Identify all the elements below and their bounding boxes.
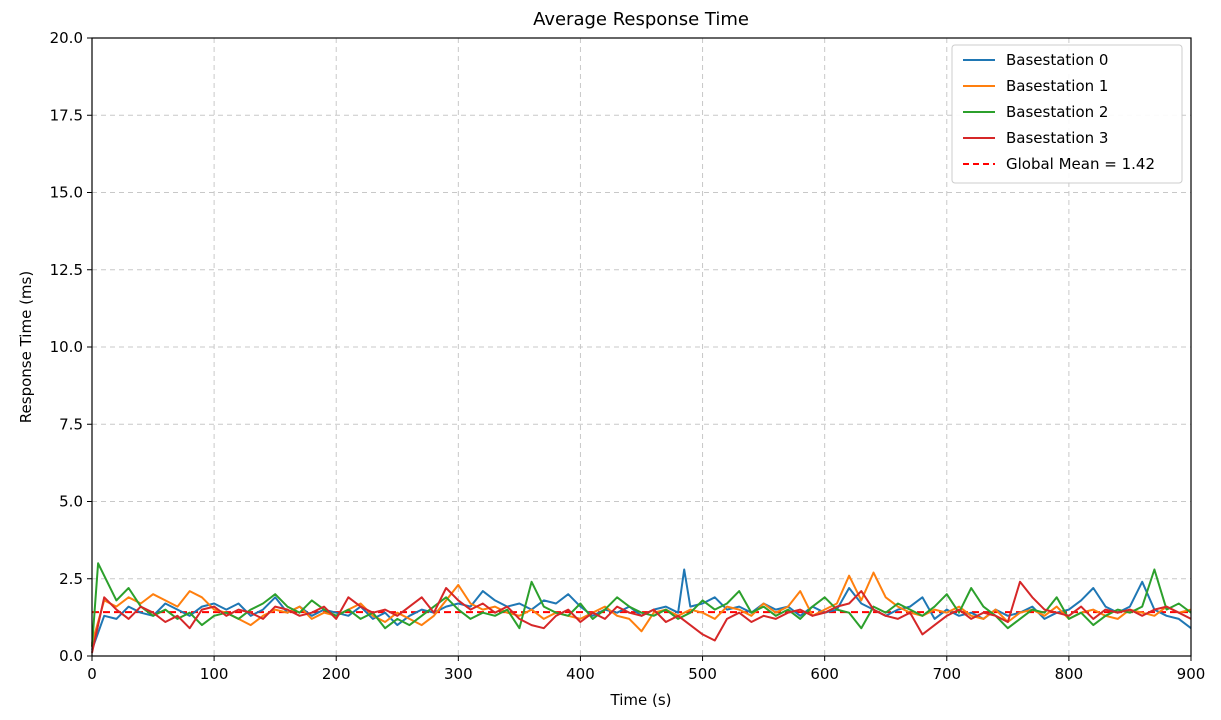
y-tick-label: 5.0 xyxy=(59,493,83,511)
y-tick-label: 7.5 xyxy=(59,415,83,433)
legend-label: Global Mean = 1.42 xyxy=(1006,155,1155,173)
y-tick-label: 20.0 xyxy=(50,29,83,47)
x-tick-label: 600 xyxy=(810,665,839,683)
y-tick-label: 0.0 xyxy=(59,647,83,665)
series-line-basestation-2 xyxy=(91,562,1192,647)
series-line-basestation-0 xyxy=(91,568,1192,651)
x-axis-ticks: 0 100 200 300 400 500 600 700 800 900 xyxy=(87,656,1205,683)
series-line-basestation-1 xyxy=(91,571,1192,644)
chart-title: Average Response Time xyxy=(533,9,749,30)
series-layer xyxy=(91,562,1192,654)
y-tick-label: 2.5 xyxy=(59,570,83,588)
x-tick-label: 800 xyxy=(1055,665,1084,683)
legend-label: Basestation 2 xyxy=(1006,103,1108,121)
y-tick-label: 15.0 xyxy=(50,184,83,202)
x-tick-label: 200 xyxy=(322,665,351,683)
legend: Basestation 0 Basestation 1 Basestation 2 B… xyxy=(951,44,1183,184)
y-tick-label: 10.0 xyxy=(50,338,83,356)
x-tick-label: 900 xyxy=(1177,665,1206,683)
y-axis-ticks: 0.0 2.5 5.0 7.5 10.0 12.5 15.0 17.5 20.0 xyxy=(50,29,92,665)
legend-label: Basestation 1 xyxy=(1006,77,1108,95)
x-tick-label: 400 xyxy=(566,665,595,683)
y-axis-label: Response Time (ms) xyxy=(17,271,35,423)
x-tick-label: 700 xyxy=(932,665,961,683)
legend-box xyxy=(951,44,1183,184)
x-tick-label: 300 xyxy=(444,665,473,683)
y-tick-label: 17.5 xyxy=(50,106,83,124)
x-tick-label: 500 xyxy=(688,665,717,683)
y-tick-label: 12.5 xyxy=(50,261,83,279)
legend-label: Basestation 0 xyxy=(1006,51,1108,69)
grid-layer xyxy=(92,38,1191,656)
series-line-basestation-3 xyxy=(91,580,1192,654)
x-tick-label: 100 xyxy=(200,665,229,683)
x-tick-label: 0 xyxy=(87,665,97,683)
legend-label: Basestation 3 xyxy=(1006,129,1108,147)
x-axis-label: Time (s) xyxy=(610,691,672,709)
